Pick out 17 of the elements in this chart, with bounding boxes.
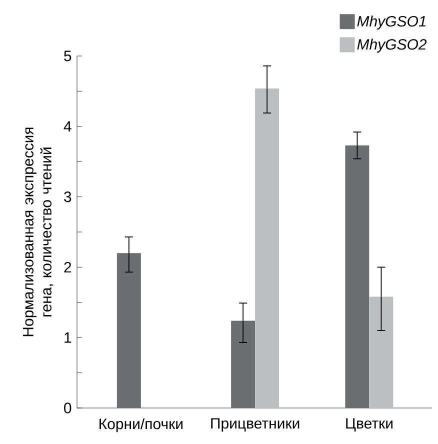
y-tick-label: 1 [64,332,72,343]
y-tick-label: 5 [64,50,72,62]
y-tick-label: 2 [64,262,72,272]
x-tick-label: Корни/почки [100,418,182,432]
bar [255,88,280,408]
bar [231,320,256,408]
x-tick-label: Прицветники [211,418,300,432]
x-tick-label: Цветки [346,418,392,432]
y-axis-title: Нормализованная экспрессия гена, количество чтений [23,128,54,336]
bar [345,145,370,408]
y-tick-label: 4 [64,121,72,132]
bar [116,253,141,408]
legend-label: MhyGSO2 [357,38,427,53]
bar [369,296,394,408]
y-tick-label: 3 [64,191,72,202]
legend-label: MhyGSO1 [357,16,426,30]
y-tick-label: 0 [64,402,72,414]
